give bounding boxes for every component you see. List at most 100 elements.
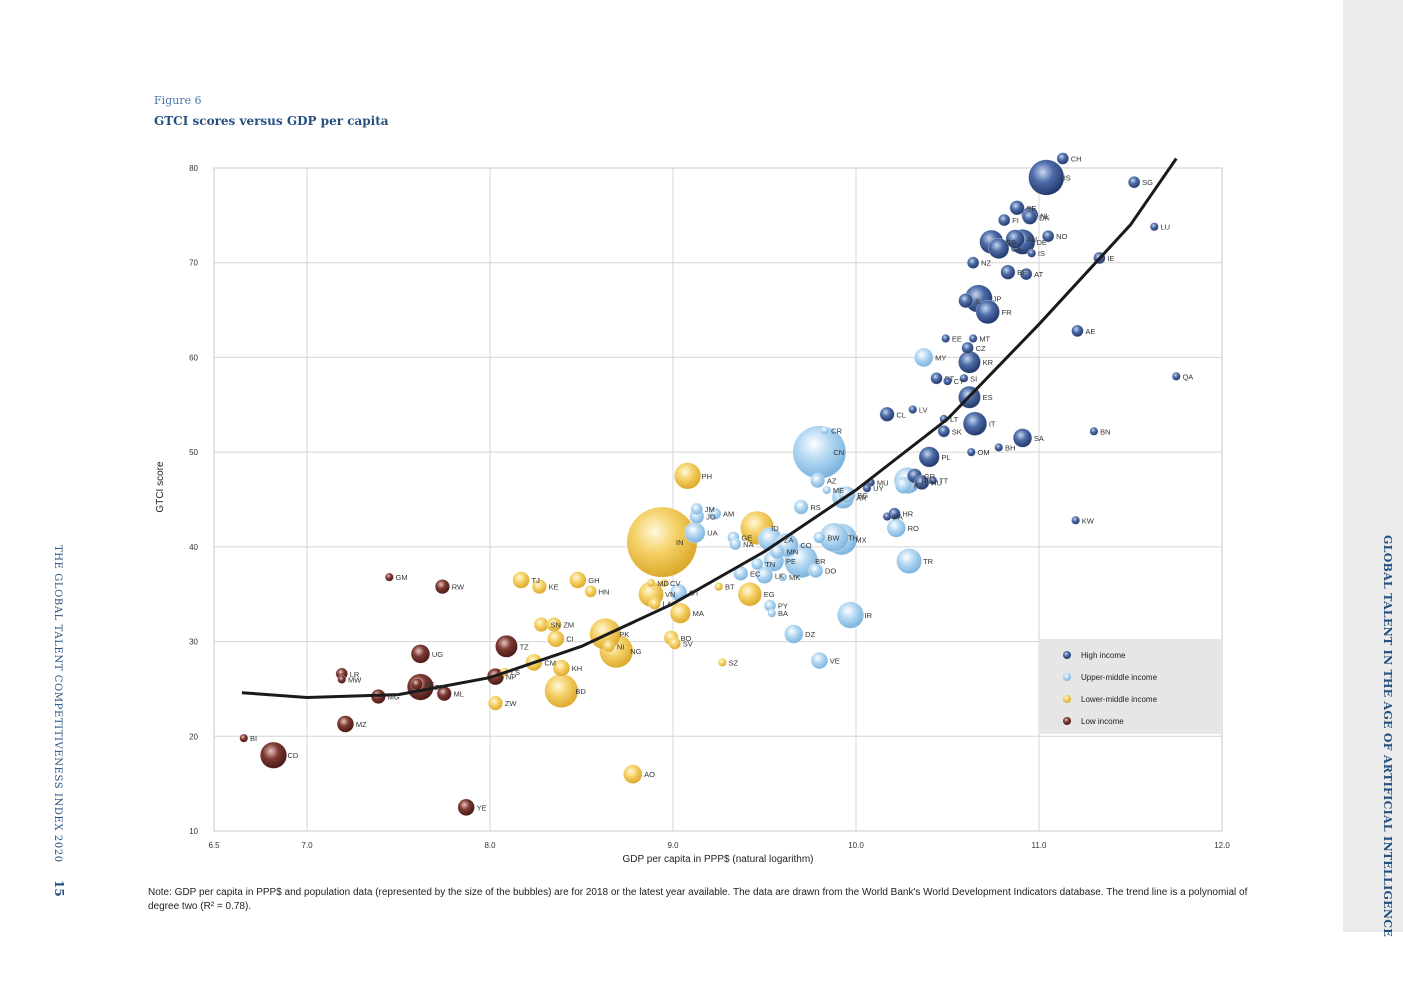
label-ml: ML	[454, 690, 464, 699]
bubble-kr	[958, 350, 981, 374]
bubble-ch	[1056, 152, 1069, 165]
trend-line	[241, 157, 1178, 700]
x-tick-label: 9.0	[667, 841, 679, 850]
y-axis-label: GTCI score	[155, 461, 166, 513]
label-bi: BI	[250, 734, 257, 743]
bubble-fi	[998, 213, 1011, 227]
label-jp: JP	[993, 295, 1002, 304]
label-sn: SN	[551, 621, 561, 630]
label-gt: GT	[689, 588, 700, 597]
label-gh: GH	[588, 576, 599, 585]
bubble-qa	[1171, 371, 1181, 381]
bubble-kw	[1071, 515, 1081, 525]
bubble-tr	[896, 548, 922, 574]
bubble-kz	[894, 476, 913, 494]
label-ph: PH	[702, 472, 712, 481]
bubble-it	[962, 411, 988, 436]
label-fr: FR	[1002, 308, 1013, 317]
bubble-tn	[750, 557, 764, 571]
bubble-bd	[544, 673, 579, 708]
label-lt: LT	[950, 415, 959, 424]
x-tick-label: 8.0	[484, 841, 496, 850]
label-be: BE	[1017, 268, 1027, 277]
bubble-lu	[1149, 222, 1159, 232]
label-am: AM	[723, 510, 734, 519]
bubble-ug	[410, 644, 431, 664]
label-sv: SV	[683, 639, 693, 648]
bubble-se	[1009, 200, 1025, 216]
bubble-sz	[717, 657, 727, 667]
bubble-ua	[684, 522, 706, 544]
bubble-pa	[882, 512, 892, 521]
label-gm: GM	[396, 573, 408, 582]
label-id: ID	[771, 524, 779, 533]
label-mx: MX	[855, 535, 866, 544]
bubble-nz	[966, 256, 980, 269]
bubble-bf	[410, 678, 423, 691]
label-rs: RS	[810, 503, 820, 512]
bubble-ve	[810, 651, 829, 670]
bubble-mw	[337, 675, 347, 684]
bubble-cz	[961, 341, 974, 355]
bubble-eg	[737, 582, 762, 607]
label-cr: CR	[831, 426, 842, 435]
label-om: OM	[977, 448, 989, 457]
label-lv: LV	[919, 406, 928, 415]
label-ci: CI	[566, 635, 574, 644]
y-tick-label: 60	[189, 353, 198, 362]
bubble-kh	[552, 659, 571, 677]
label-cm: CM	[544, 658, 556, 667]
label-cl: CL	[896, 410, 906, 419]
label-tn: TN	[765, 560, 775, 569]
label-bg: BG	[857, 491, 868, 500]
bubble-cl	[879, 406, 895, 422]
label-kr: KR	[983, 358, 994, 367]
bubble-ba	[767, 608, 777, 618]
y-tick-label: 20	[189, 732, 198, 741]
label-qa: QA	[1182, 372, 1193, 381]
label-za: ZA	[784, 535, 794, 544]
bubble-me	[822, 485, 832, 495]
figure-title: GTCI scores versus GDP per capita	[154, 114, 389, 128]
label-ec: EC	[750, 569, 761, 578]
label-ge: GE	[741, 533, 752, 542]
bubble-jm	[690, 502, 703, 516]
label-bo: BO	[680, 634, 691, 643]
label-pt: PT	[944, 374, 954, 383]
label-hu: HU	[931, 478, 942, 487]
bubble-ci	[547, 630, 565, 648]
label-in: IN	[676, 538, 684, 547]
label-mn: MN	[787, 548, 799, 557]
bubble-in	[626, 506, 698, 578]
label-dk: DK	[1039, 213, 1049, 222]
label-kz: KZ	[914, 481, 924, 490]
label-kh: KH	[572, 664, 582, 673]
label-nz: NZ	[981, 259, 991, 268]
label-sg: SG	[1142, 178, 1153, 187]
label-fi: FI	[1012, 216, 1019, 225]
bubble-be	[1000, 264, 1016, 280]
label-pa: PA	[893, 513, 902, 522]
label-me: ME	[833, 486, 844, 495]
label-ug: UG	[432, 650, 443, 659]
bubble-na	[729, 537, 742, 551]
label-bh: BH	[1005, 443, 1015, 452]
bubble-ca	[988, 237, 1010, 260]
label-ie: IE	[1107, 254, 1114, 263]
figure-note: Note: GDP per capita in PPP$ and populat…	[148, 887, 1248, 912]
label-eg: EG	[764, 590, 775, 599]
bubble-md	[646, 578, 656, 588]
bubble-lv	[908, 405, 918, 414]
label-np: NP	[506, 673, 516, 682]
label-ls: LS	[511, 668, 520, 677]
bubble-mt	[968, 334, 978, 343]
bubble-ao	[623, 764, 643, 784]
bubble-lk	[755, 566, 774, 584]
bubble-ir	[836, 601, 865, 629]
bubble-dz	[784, 624, 804, 644]
label-mt: MT	[979, 334, 990, 343]
label-co: CO	[800, 541, 811, 550]
label-is: IS	[1038, 249, 1045, 258]
bubble-am	[708, 507, 722, 520]
label-bf: BF	[425, 680, 435, 689]
